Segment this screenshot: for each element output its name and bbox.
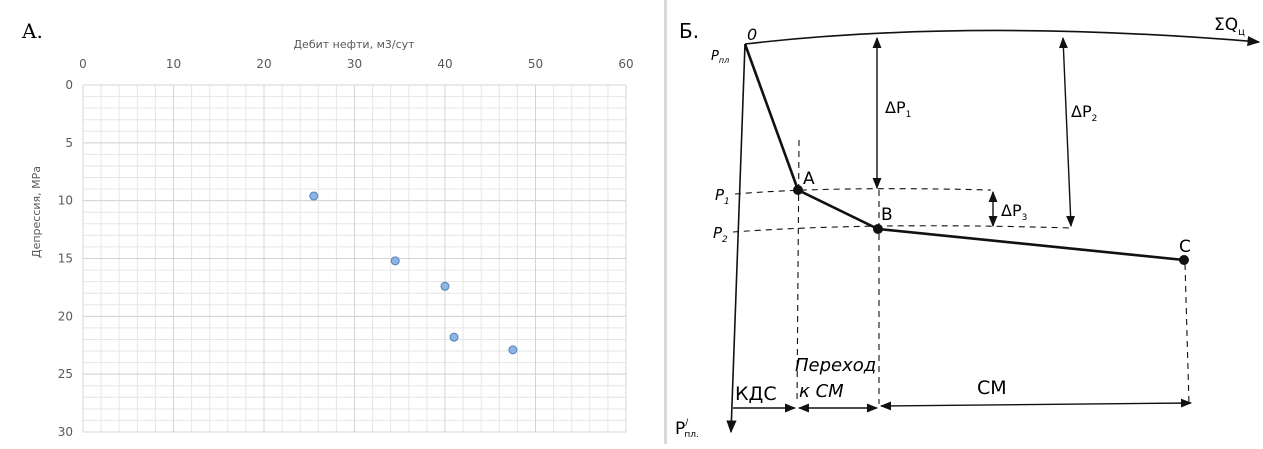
scatter-point: [390, 256, 400, 266]
region-sm-label: СМ: [977, 377, 1007, 399]
y-axis-title: Депрессия, МРа: [30, 166, 43, 258]
panel-a-scatter-chart: A. Дебит нефти, м3/сут Депрессия, МРа 0 1…: [21, 19, 634, 439]
grid-lines: [82, 84, 627, 433]
delta-p2-arrow: [1058, 36, 1076, 228]
panel-label-b: Б.: [679, 19, 699, 43]
x-tick-label: 0: [79, 57, 87, 71]
delta-p3-label: ΔP3: [1001, 201, 1027, 223]
x-axis-line: [744, 29, 1261, 47]
y-tick-labels: 0 5 10 15 20 25 30: [58, 78, 73, 439]
x-tick-label: 40: [437, 57, 452, 71]
y-tick-label: 15: [58, 252, 73, 266]
region-kds-label: КДС: [735, 383, 777, 405]
delta-p2-label: ΔP2: [1071, 102, 1097, 124]
point-b-marker: [873, 224, 883, 234]
scatter-point: [440, 281, 450, 291]
vertical-line-c: [1184, 263, 1190, 405]
p1-label: P1: [715, 186, 730, 207]
point-b-label: B: [881, 205, 893, 225]
y-axis-label: P/пл.: [675, 418, 699, 440]
region-sm-arrow: [879, 398, 1193, 411]
scatter-chart-svg: A. Дебит нефти, м3/сут Депрессия, МРа 0 1…: [21, 19, 634, 439]
pressure-diagram-svg: Б. ΣQц P/пл. 0 Pпл P1 P2 A: [675, 15, 1261, 440]
panel-divider: [664, 0, 667, 444]
y-tick-label: 20: [58, 309, 73, 323]
point-c-marker: [1179, 255, 1189, 265]
p2-label: P2: [713, 224, 728, 245]
origin-label: 0: [747, 25, 757, 44]
point-c-label: C: [1179, 237, 1191, 257]
y-tick-label: 30: [58, 425, 73, 439]
vertical-line-a: [796, 139, 800, 405]
p1-level-line: [734, 188, 992, 195]
scatter-point: [309, 191, 319, 201]
point-a-label: A: [803, 169, 815, 189]
x-axis-title: Дебит нефти, м3/сут: [293, 38, 415, 51]
p2-level-line: [732, 225, 1072, 233]
region-transition-label-1: Переход: [795, 355, 876, 376]
data-points: [309, 191, 518, 355]
scatter-point: [449, 332, 459, 342]
x-axis-label: ΣQц: [1214, 15, 1245, 38]
y-tick-label: 25: [58, 367, 73, 381]
panel-b-pressure-diagram: Б. ΣQц P/пл. 0 Pпл P1 P2 A: [671, 0, 1263, 444]
origin-pressure-label: Pпл: [711, 49, 729, 65]
x-tick-label: 60: [618, 57, 633, 71]
scatter-point: [508, 345, 518, 355]
x-tick-label: 20: [256, 57, 271, 71]
point-a-marker: [793, 185, 803, 195]
x-tick-labels: 0 10 20 30 40 50 60: [79, 57, 633, 71]
y-tick-label: 10: [58, 194, 73, 208]
pressure-curve: [743, 43, 1185, 262]
x-tick-label: 30: [347, 57, 362, 71]
panel-label-a: A.: [21, 19, 43, 43]
delta-p1-label: ΔP1: [885, 98, 911, 120]
y-tick-label: 5: [65, 136, 73, 150]
y-tick-label: 0: [65, 78, 73, 92]
region-transition-label-2: к СМ: [799, 381, 844, 402]
y-axis-line: [726, 43, 746, 434]
x-tick-label: 50: [528, 57, 543, 71]
x-tick-label: 10: [166, 57, 181, 71]
